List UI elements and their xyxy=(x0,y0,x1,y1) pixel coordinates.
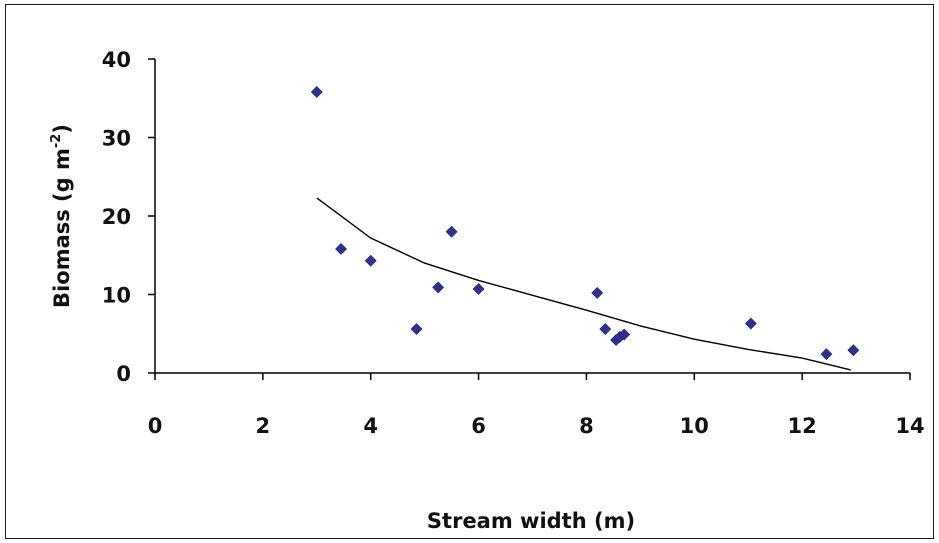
data-points xyxy=(310,86,860,361)
x-tick-label: 6 xyxy=(471,414,486,438)
trendline xyxy=(316,197,851,371)
data-point xyxy=(410,323,423,335)
trendline-group xyxy=(316,197,851,371)
data-point xyxy=(472,283,485,295)
data-point xyxy=(618,328,631,341)
axes xyxy=(148,58,911,380)
y-tick-label: 30 xyxy=(102,127,131,151)
data-point xyxy=(744,317,757,330)
y-axis-title: Biomass (g m-2) xyxy=(49,124,74,308)
x-axis-title: Stream width (m) xyxy=(427,509,635,533)
data-point xyxy=(364,254,377,267)
data-point xyxy=(432,281,445,294)
y-tick-label: 0 xyxy=(116,362,131,386)
data-point xyxy=(820,348,833,361)
x-tick-label: 12 xyxy=(788,414,817,438)
tick-labels: 0 10 20 30 40 0 2 4 6 8 10 12 14 xyxy=(102,48,925,438)
data-point xyxy=(335,243,347,255)
x-tick-label: 2 xyxy=(256,414,271,438)
x-tick-label: 4 xyxy=(363,414,378,438)
x-tick-label: 8 xyxy=(579,414,594,438)
x-tick-label: 0 xyxy=(148,414,163,438)
x-tick-label: 14 xyxy=(895,414,924,438)
y-tick-label: 20 xyxy=(102,205,131,229)
data-point xyxy=(847,344,860,357)
y-axis-title-superscript: -2 xyxy=(49,134,64,148)
data-point xyxy=(445,225,458,238)
y-axis-title-main: Biomass (g m xyxy=(50,148,74,308)
x-tick-label: 10 xyxy=(680,414,709,438)
y-tick-label: 40 xyxy=(102,48,131,72)
y-axis-title-suffix: ) xyxy=(50,124,74,134)
chart-frame xyxy=(5,4,934,539)
data-point xyxy=(591,287,604,299)
y-tick-label: 10 xyxy=(102,284,131,308)
data-point xyxy=(310,86,323,98)
data-point xyxy=(599,323,612,335)
